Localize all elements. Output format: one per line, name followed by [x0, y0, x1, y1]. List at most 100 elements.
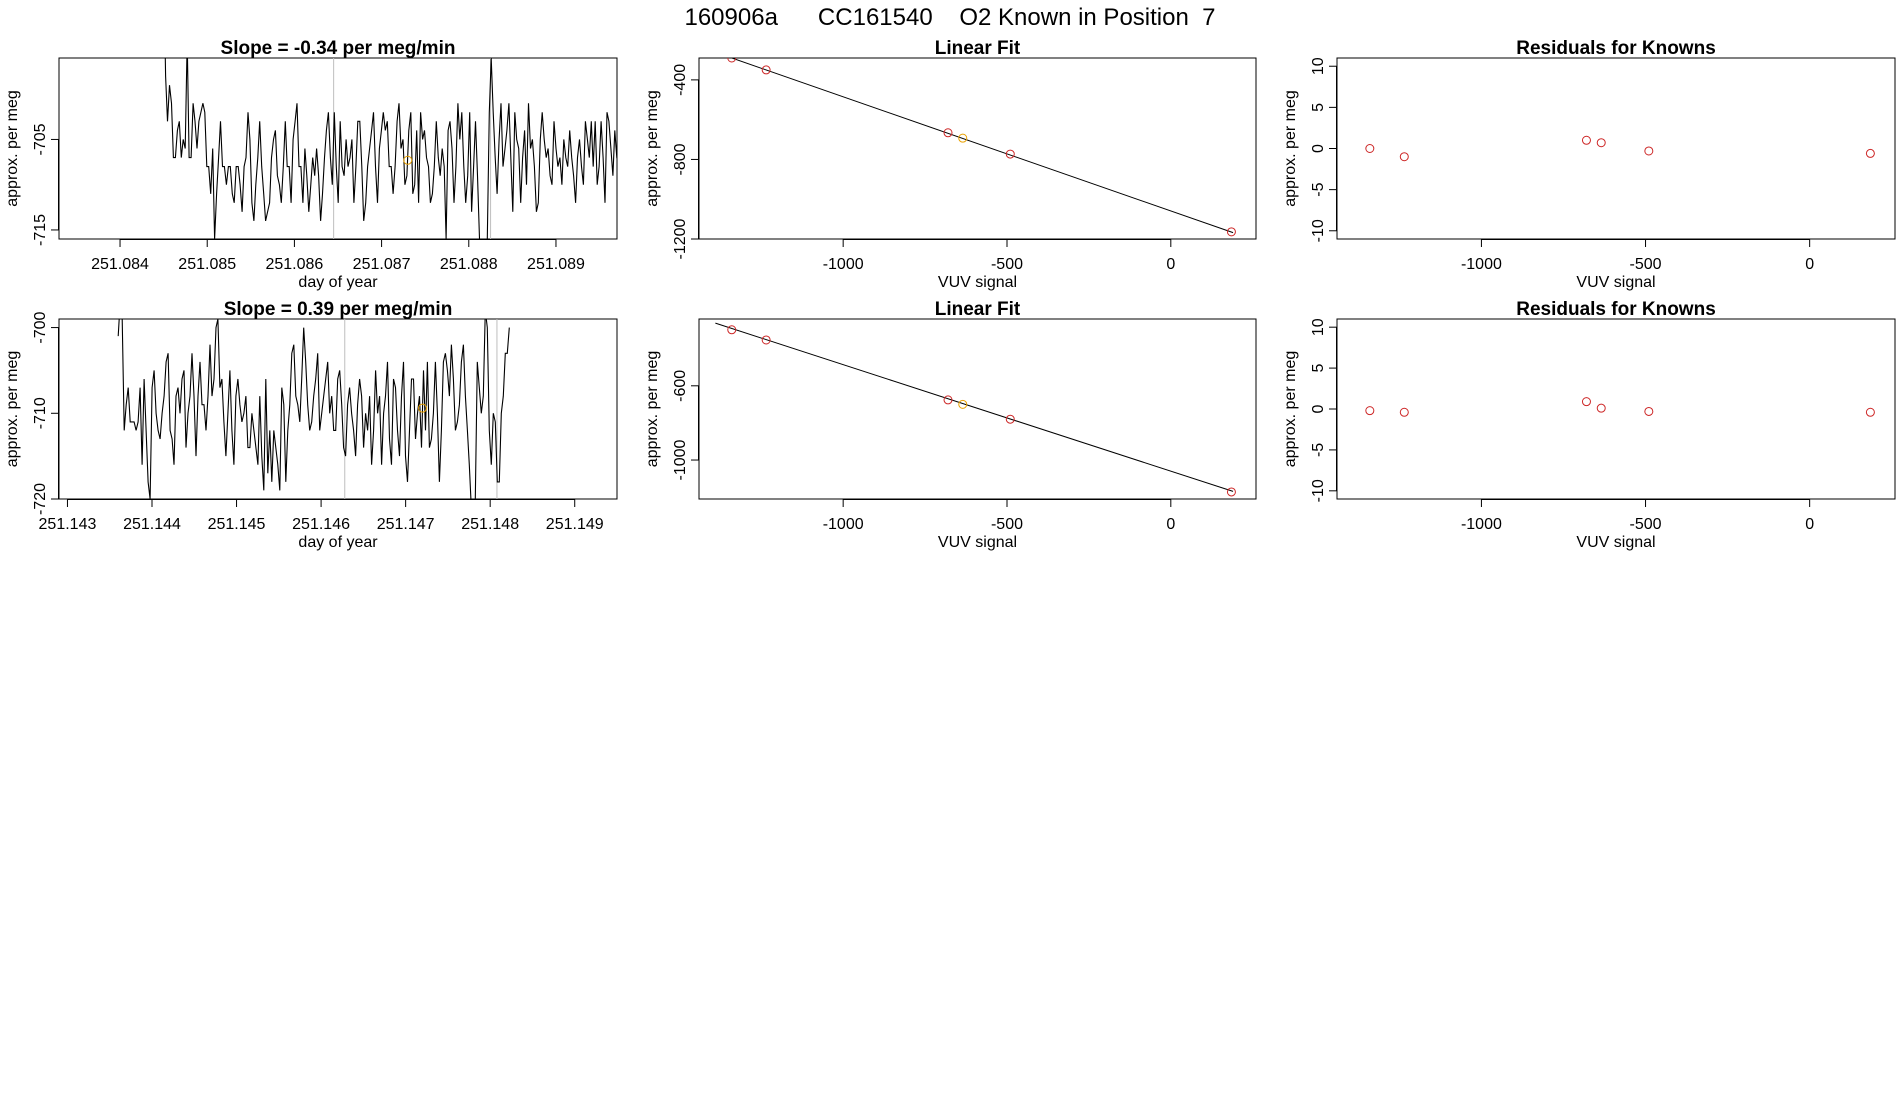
resid-top-data-point — [1865, 148, 1875, 158]
resid-bottom-frame — [1336, 318, 1896, 500]
resid-top-y-tick-label: -10 — [1310, 219, 1327, 242]
fit-bottom-data-point — [727, 325, 737, 335]
trace-bottom-x-tick-label: 251.144 — [123, 516, 181, 533]
trace-top-panel: Slope = -0.34 per meg/min 251.084 251.085 2… — [4, 38, 618, 291]
trace-bottom-frame — [58, 318, 618, 500]
fit-bottom-data-point — [761, 335, 771, 345]
resid-top-y-label: approx. per meg — [1282, 90, 1299, 207]
resid-top-y-tick-label: 10 — [1310, 57, 1327, 75]
resid-bottom-data-point — [1581, 397, 1591, 407]
resid-top-data-point — [1596, 138, 1606, 148]
resid-top-frame — [1336, 57, 1896, 240]
fit-bottom-data-point — [1005, 414, 1015, 424]
fit-bottom-title: Linear Fit — [935, 299, 1021, 320]
resid-top-data-point — [1365, 144, 1375, 153]
trace-bottom-highlight-point — [418, 403, 428, 413]
trace-bottom-panel: Slope = 0.39 per meg/min 251.143 251.144 25… — [4, 299, 618, 551]
trace-top-x-label: day of year — [298, 274, 378, 291]
fit-bottom-y-tick-label: -1000 — [672, 439, 689, 480]
fit-top-x-tick-label: -500 — [991, 256, 1023, 273]
trace-top-highlight-point — [403, 155, 413, 165]
fit-top-x-tick-label: -1000 — [823, 256, 864, 273]
resid-top-x-tick-label: -500 — [1630, 256, 1662, 273]
fit-bottom-fit-line — [715, 322, 1234, 492]
fit-bottom-plot-area — [715, 322, 1236, 497]
trace-bottom-y-tick-label: -720 — [32, 483, 49, 515]
resid-bottom-plot-area — [1365, 397, 1875, 417]
resid-top-y-tick-label: -5 — [1310, 182, 1327, 196]
trace-bottom-x-tick-label: 251.145 — [208, 516, 266, 533]
trace-bottom-x-tick-label: 251.148 — [461, 516, 519, 533]
fit-top-data-point — [943, 128, 953, 138]
fit-bottom-data-point — [943, 395, 953, 405]
trace-top-plot-area — [164, 58, 617, 239]
fit-top-y-tick-label: -800 — [672, 143, 689, 175]
resid-top-y-tick-label: 0 — [1310, 144, 1327, 153]
trace-bottom-y-label: approx. per meg — [4, 351, 21, 468]
fit-bottom-x-tick-label: 0 — [1166, 516, 1175, 533]
trace-bottom-y-tick-label: -700 — [32, 311, 49, 343]
trace-top-title: Slope = -0.34 per meg/min — [221, 38, 456, 59]
resid-bottom-y-tick-label: 10 — [1310, 318, 1327, 336]
chart-panels: Slope = -0.34 per meg/min 251.084 251.085 2… — [4, 38, 1896, 551]
trace-bottom-x-tick-label: 251.149 — [546, 516, 604, 533]
resid-top-y-tick-label: 5 — [1310, 103, 1327, 112]
fit-top-panel: Linear Fit -1000 -500 0 -400 -800 -1200 VUV sig… — [644, 38, 1257, 291]
resid-bottom-data-point — [1644, 406, 1654, 416]
fit-bottom-panel: Linear Fit -1000 -500 0 -600 -1000 VUV signal a… — [644, 299, 1257, 551]
trace-bottom-x-tick-label: 251.143 — [39, 516, 97, 533]
trace-bottom-title: Slope = 0.39 per meg/min — [224, 299, 453, 320]
resid-bottom-data-point — [1596, 403, 1606, 413]
trace-bottom-x-label: day of year — [298, 534, 378, 551]
fit-bottom-x-label: VUV signal — [938, 534, 1017, 551]
resid-bottom-y-tick-label: -10 — [1310, 479, 1327, 502]
fit-top-x-tick-label: 0 — [1166, 256, 1175, 273]
trace-bottom-x-tick-label: 251.146 — [292, 516, 350, 533]
fit-top-highlight-point — [958, 133, 968, 143]
fit-top-title: Linear Fit — [935, 38, 1021, 59]
resid-bottom-data-point — [1365, 406, 1375, 416]
fit-bottom-highlight-point — [958, 399, 968, 409]
resid-bottom-x-label: VUV signal — [1576, 534, 1655, 551]
resid-bottom-x-tick-label: -500 — [1630, 516, 1662, 533]
resid-bottom-y-tick-label: -5 — [1310, 443, 1327, 457]
resid-bottom-data-point — [1399, 407, 1409, 417]
resid-top-x-tick-label: -1000 — [1461, 256, 1502, 273]
fit-bottom-x-tick-label: -1000 — [823, 516, 864, 533]
trace-top-x-tick-label: 251.088 — [440, 256, 498, 273]
resid-bottom-title: Residuals for Knowns — [1516, 299, 1716, 320]
fit-bottom-x-tick-label: -500 — [991, 516, 1023, 533]
resid-top-title: Residuals for Knowns — [1516, 38, 1716, 59]
resid-top-x-label: VUV signal — [1576, 274, 1655, 291]
fit-bottom-y-tick-label: -600 — [672, 370, 689, 402]
trace-top-y-tick-label: -715 — [32, 214, 49, 246]
resid-bottom-x-tick-label: 0 — [1805, 516, 1814, 533]
trace-top-x-tick-label: 251.087 — [353, 256, 411, 273]
trace-top-y-tick-label: -705 — [32, 123, 49, 155]
resid-bottom-x-tick-label: -1000 — [1461, 516, 1502, 533]
trace-top-y-label: approx. per meg — [4, 90, 21, 207]
resid-bottom-y-tick-label: 0 — [1310, 404, 1327, 413]
trace-top-x-tick-label: 251.084 — [91, 256, 149, 273]
resid-bottom-data-point — [1865, 407, 1875, 417]
trace-bottom-x-tick-label: 251.147 — [377, 516, 435, 533]
resid-top-data-point — [1644, 146, 1654, 156]
fit-top-y-label: approx. per meg — [644, 90, 661, 207]
resid-bottom-y-tick-label: 5 — [1310, 364, 1327, 373]
resid-top-x-tick-label: 0 — [1805, 256, 1814, 273]
fit-top-y-tick-label: -400 — [672, 64, 689, 96]
resid-top-data-point — [1581, 135, 1591, 145]
resid-top-data-point — [1399, 152, 1409, 162]
resid-bottom-panel: Residuals for Knowns -1000 -500 0 10 5 0 -5 -10 V… — [1282, 299, 1896, 551]
fit-top-data-point — [761, 65, 771, 75]
resid-bottom-y-label: approx. per meg — [1282, 351, 1299, 468]
trace-top-x-tick-label: 251.085 — [178, 256, 236, 273]
trace-bottom-series-line — [117, 319, 510, 499]
fit-top-data-point — [727, 58, 737, 63]
fit-bottom-data-point — [1226, 487, 1236, 497]
fit-top-fit-line — [730, 58, 1234, 234]
trace-top-series-line — [164, 58, 617, 239]
fit-top-plot-area — [727, 58, 1236, 237]
fit-top-data-point — [1005, 149, 1015, 159]
